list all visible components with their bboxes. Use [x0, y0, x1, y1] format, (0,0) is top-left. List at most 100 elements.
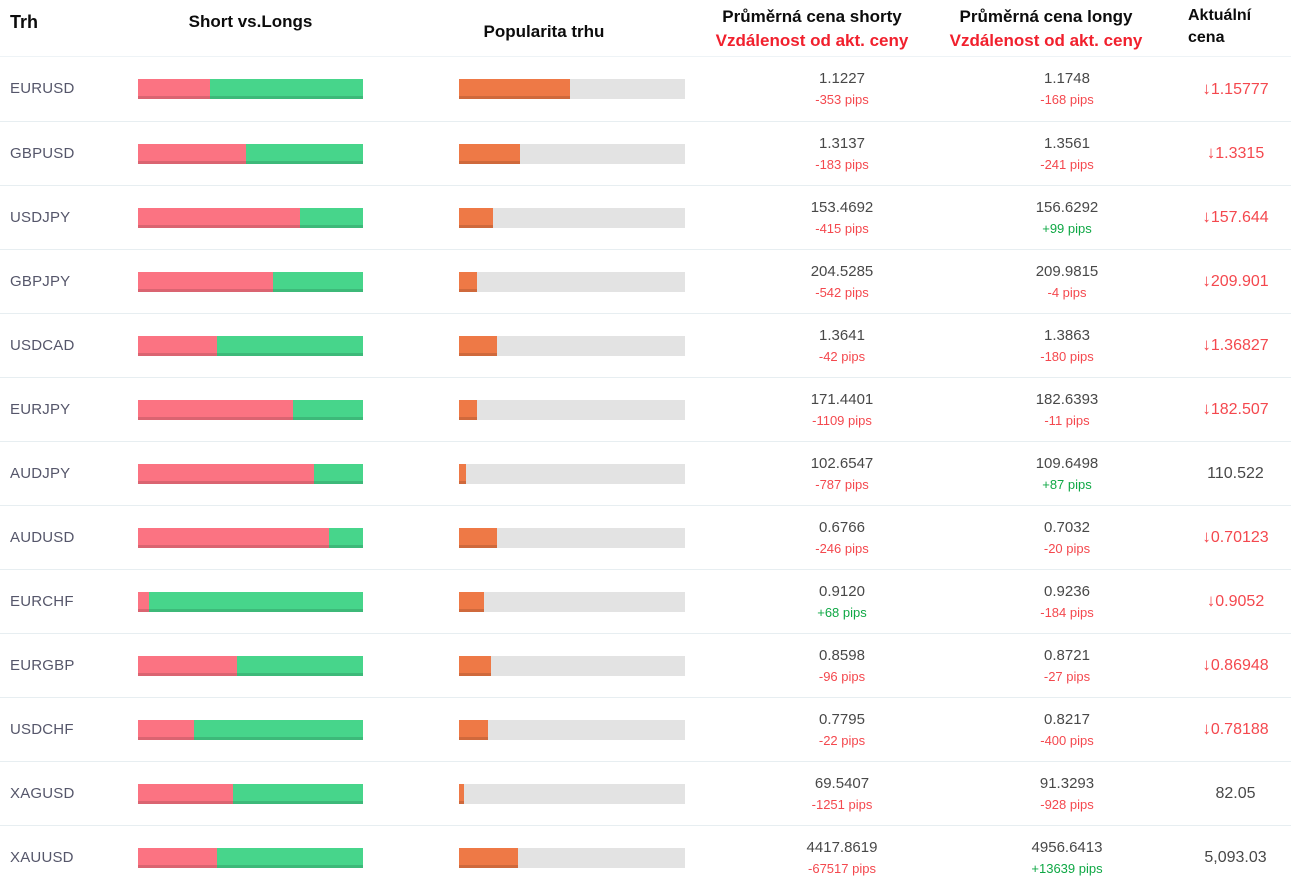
popularity-bar-fill	[459, 655, 491, 676]
popularity-bar-fill	[459, 399, 478, 420]
actual-price: 182.507	[1210, 401, 1269, 418]
actual-price: 5,093.03	[1204, 849, 1267, 866]
short-distance-pips: -1109 pips	[812, 412, 872, 428]
short-vs-long-bar	[138, 847, 363, 868]
popularity-bar-fill	[459, 207, 493, 228]
short-bar-fill	[138, 399, 294, 420]
long-distance-pips: +99 pips	[1042, 220, 1092, 236]
market-label: XAUUSD	[10, 848, 74, 866]
popularity-bar-fill	[459, 591, 484, 612]
long-bar-fill	[232, 783, 363, 804]
table-row[interactable]: AUDJPY 102.6547 -787 pips 109.6498 +87 p…	[0, 441, 1291, 505]
short-bar-fill	[138, 591, 150, 612]
actual-price: 1.36827	[1210, 337, 1269, 354]
short-avg-price: 4417.8619	[806, 838, 878, 856]
long-distance-pips: +13639 pips	[1031, 860, 1103, 876]
short-avg-price: 0.6766	[819, 518, 865, 536]
popularity-bar	[459, 143, 685, 164]
long-bar-fill	[237, 655, 363, 676]
short-vs-long-bar	[138, 527, 363, 548]
short-bar-fill	[138, 207, 300, 228]
short-vs-long-bar	[138, 271, 363, 292]
short-avg-price: 204.5285	[810, 262, 874, 280]
table-row[interactable]: EURGBP 0.8598 -96 pips 0.8721 -27 pips ↓…	[0, 633, 1291, 697]
popularity-bar-fill	[459, 783, 464, 804]
popularity-bar-fill	[459, 271, 478, 292]
actual-price-cell: 5,093.03	[1180, 846, 1291, 869]
table-row[interactable]: EURJPY 171.4401 -1109 pips 182.6393 -11 …	[0, 377, 1291, 441]
short-vs-long-bar	[138, 591, 363, 612]
long-avg-price: 1.1748	[1044, 70, 1090, 87]
down-arrow-icon: ↓	[1202, 719, 1211, 738]
table-row[interactable]: EURUSD 1.1227 -353 pips 1.1748 -168 pips…	[0, 57, 1291, 121]
long-avg-price: 209.9815	[1035, 262, 1099, 280]
popularity-bar-fill	[459, 79, 570, 99]
long-avg-price: 156.6292	[1035, 198, 1099, 216]
long-avg-price: 109.6498	[1035, 454, 1099, 472]
short-bar-fill	[138, 847, 217, 868]
short-bar-fill	[138, 79, 210, 99]
table-row[interactable]: GBPJPY 204.5285 -542 pips 209.9815 -4 pi…	[0, 249, 1291, 313]
down-arrow-icon: ↓	[1202, 335, 1211, 354]
long-avg-price: 0.9236	[1044, 582, 1090, 600]
market-label: EURJPY	[10, 400, 71, 418]
short-avg-price: 153.4692	[810, 198, 874, 216]
short-bar-fill	[138, 719, 195, 740]
column-header-short-distance: Vzdálenost od akt. ceny	[715, 31, 909, 50]
long-avg-price: 4956.6413	[1031, 838, 1103, 856]
popularity-bar-fill	[459, 143, 521, 164]
short-bar-fill	[138, 655, 237, 676]
actual-price: 1.3315	[1215, 145, 1265, 162]
actual-price-cell: ↓1.3315	[1180, 142, 1291, 165]
actual-price-cell: ↓0.9052	[1180, 590, 1291, 613]
table-row[interactable]: AUDUSD 0.6766 -246 pips 0.7032 -20 pips …	[0, 505, 1291, 569]
actual-price: 0.86948	[1210, 657, 1269, 674]
actual-price-cell: ↓157.644	[1180, 206, 1291, 229]
long-bar-fill	[216, 335, 363, 356]
popularity-bar-fill	[459, 527, 498, 548]
short-vs-long-bar	[138, 143, 363, 164]
actual-price-cell: ↓209.901	[1180, 270, 1291, 293]
long-avg-price: 91.3293	[1039, 774, 1095, 792]
market-label: EURCHF	[10, 592, 74, 610]
table-row[interactable]: XAGUSD 69.5407 -1251 pips 91.3293 -928 p…	[0, 761, 1291, 825]
table-row[interactable]: USDJPY 153.4692 -415 pips 156.6292 +99 p…	[0, 185, 1291, 249]
market-label: AUDJPY	[10, 464, 71, 482]
actual-price: 110.522	[1207, 465, 1264, 482]
short-avg-price: 102.6547	[810, 454, 874, 472]
actual-price: 1.15777	[1210, 80, 1269, 98]
market-label: USDJPY	[10, 208, 71, 226]
short-distance-pips: -542 pips	[815, 284, 869, 300]
short-avg-price: 171.4401	[810, 390, 874, 408]
table-row[interactable]: USDCHF 0.7795 -22 pips 0.8217 -400 pips …	[0, 697, 1291, 761]
short-bar-fill	[138, 335, 217, 356]
short-vs-long-bar	[138, 79, 363, 99]
actual-price: 0.78188	[1210, 721, 1269, 738]
table-row[interactable]: EURCHF 0.9120 +68 pips 0.9236 -184 pips …	[0, 569, 1291, 633]
market-label: GBPUSD	[10, 144, 75, 162]
table-header: Trh Short vs.Longs Popularita trhu Průmě…	[0, 0, 1291, 57]
down-arrow-icon: ↓	[1202, 399, 1211, 418]
short-distance-pips: -67517 pips	[808, 860, 876, 876]
market-label: AUDUSD	[10, 528, 75, 546]
popularity-bar	[459, 271, 685, 292]
long-bar-fill	[313, 463, 363, 484]
short-distance-pips: -246 pips	[815, 540, 869, 556]
down-arrow-icon: ↓	[1206, 143, 1216, 162]
long-bar-fill	[210, 79, 363, 99]
table-row[interactable]: GBPUSD 1.3137 -183 pips 1.3561 -241 pips…	[0, 121, 1291, 185]
short-distance-pips: -22 pips	[818, 732, 866, 748]
popularity-bar	[459, 655, 685, 676]
market-label: USDCHF	[10, 720, 74, 738]
short-avg-price: 69.5407	[814, 774, 870, 792]
short-bar-fill	[138, 271, 273, 292]
long-distance-pips: -180 pips	[1040, 348, 1094, 364]
table-row[interactable]: USDCAD 1.3641 -42 pips 1.3863 -180 pips …	[0, 313, 1291, 377]
long-distance-pips: -184 pips	[1040, 604, 1094, 620]
short-vs-long-bar	[138, 719, 363, 740]
actual-price-cell: 110.522	[1180, 462, 1291, 485]
short-distance-pips: -1251 pips	[811, 796, 873, 812]
short-avg-price: 0.8598	[819, 646, 865, 664]
table-row[interactable]: XAUUSD 4417.8619 -67517 pips 4956.6413 +…	[0, 825, 1291, 889]
short-avg-price: 1.1227	[819, 70, 865, 87]
